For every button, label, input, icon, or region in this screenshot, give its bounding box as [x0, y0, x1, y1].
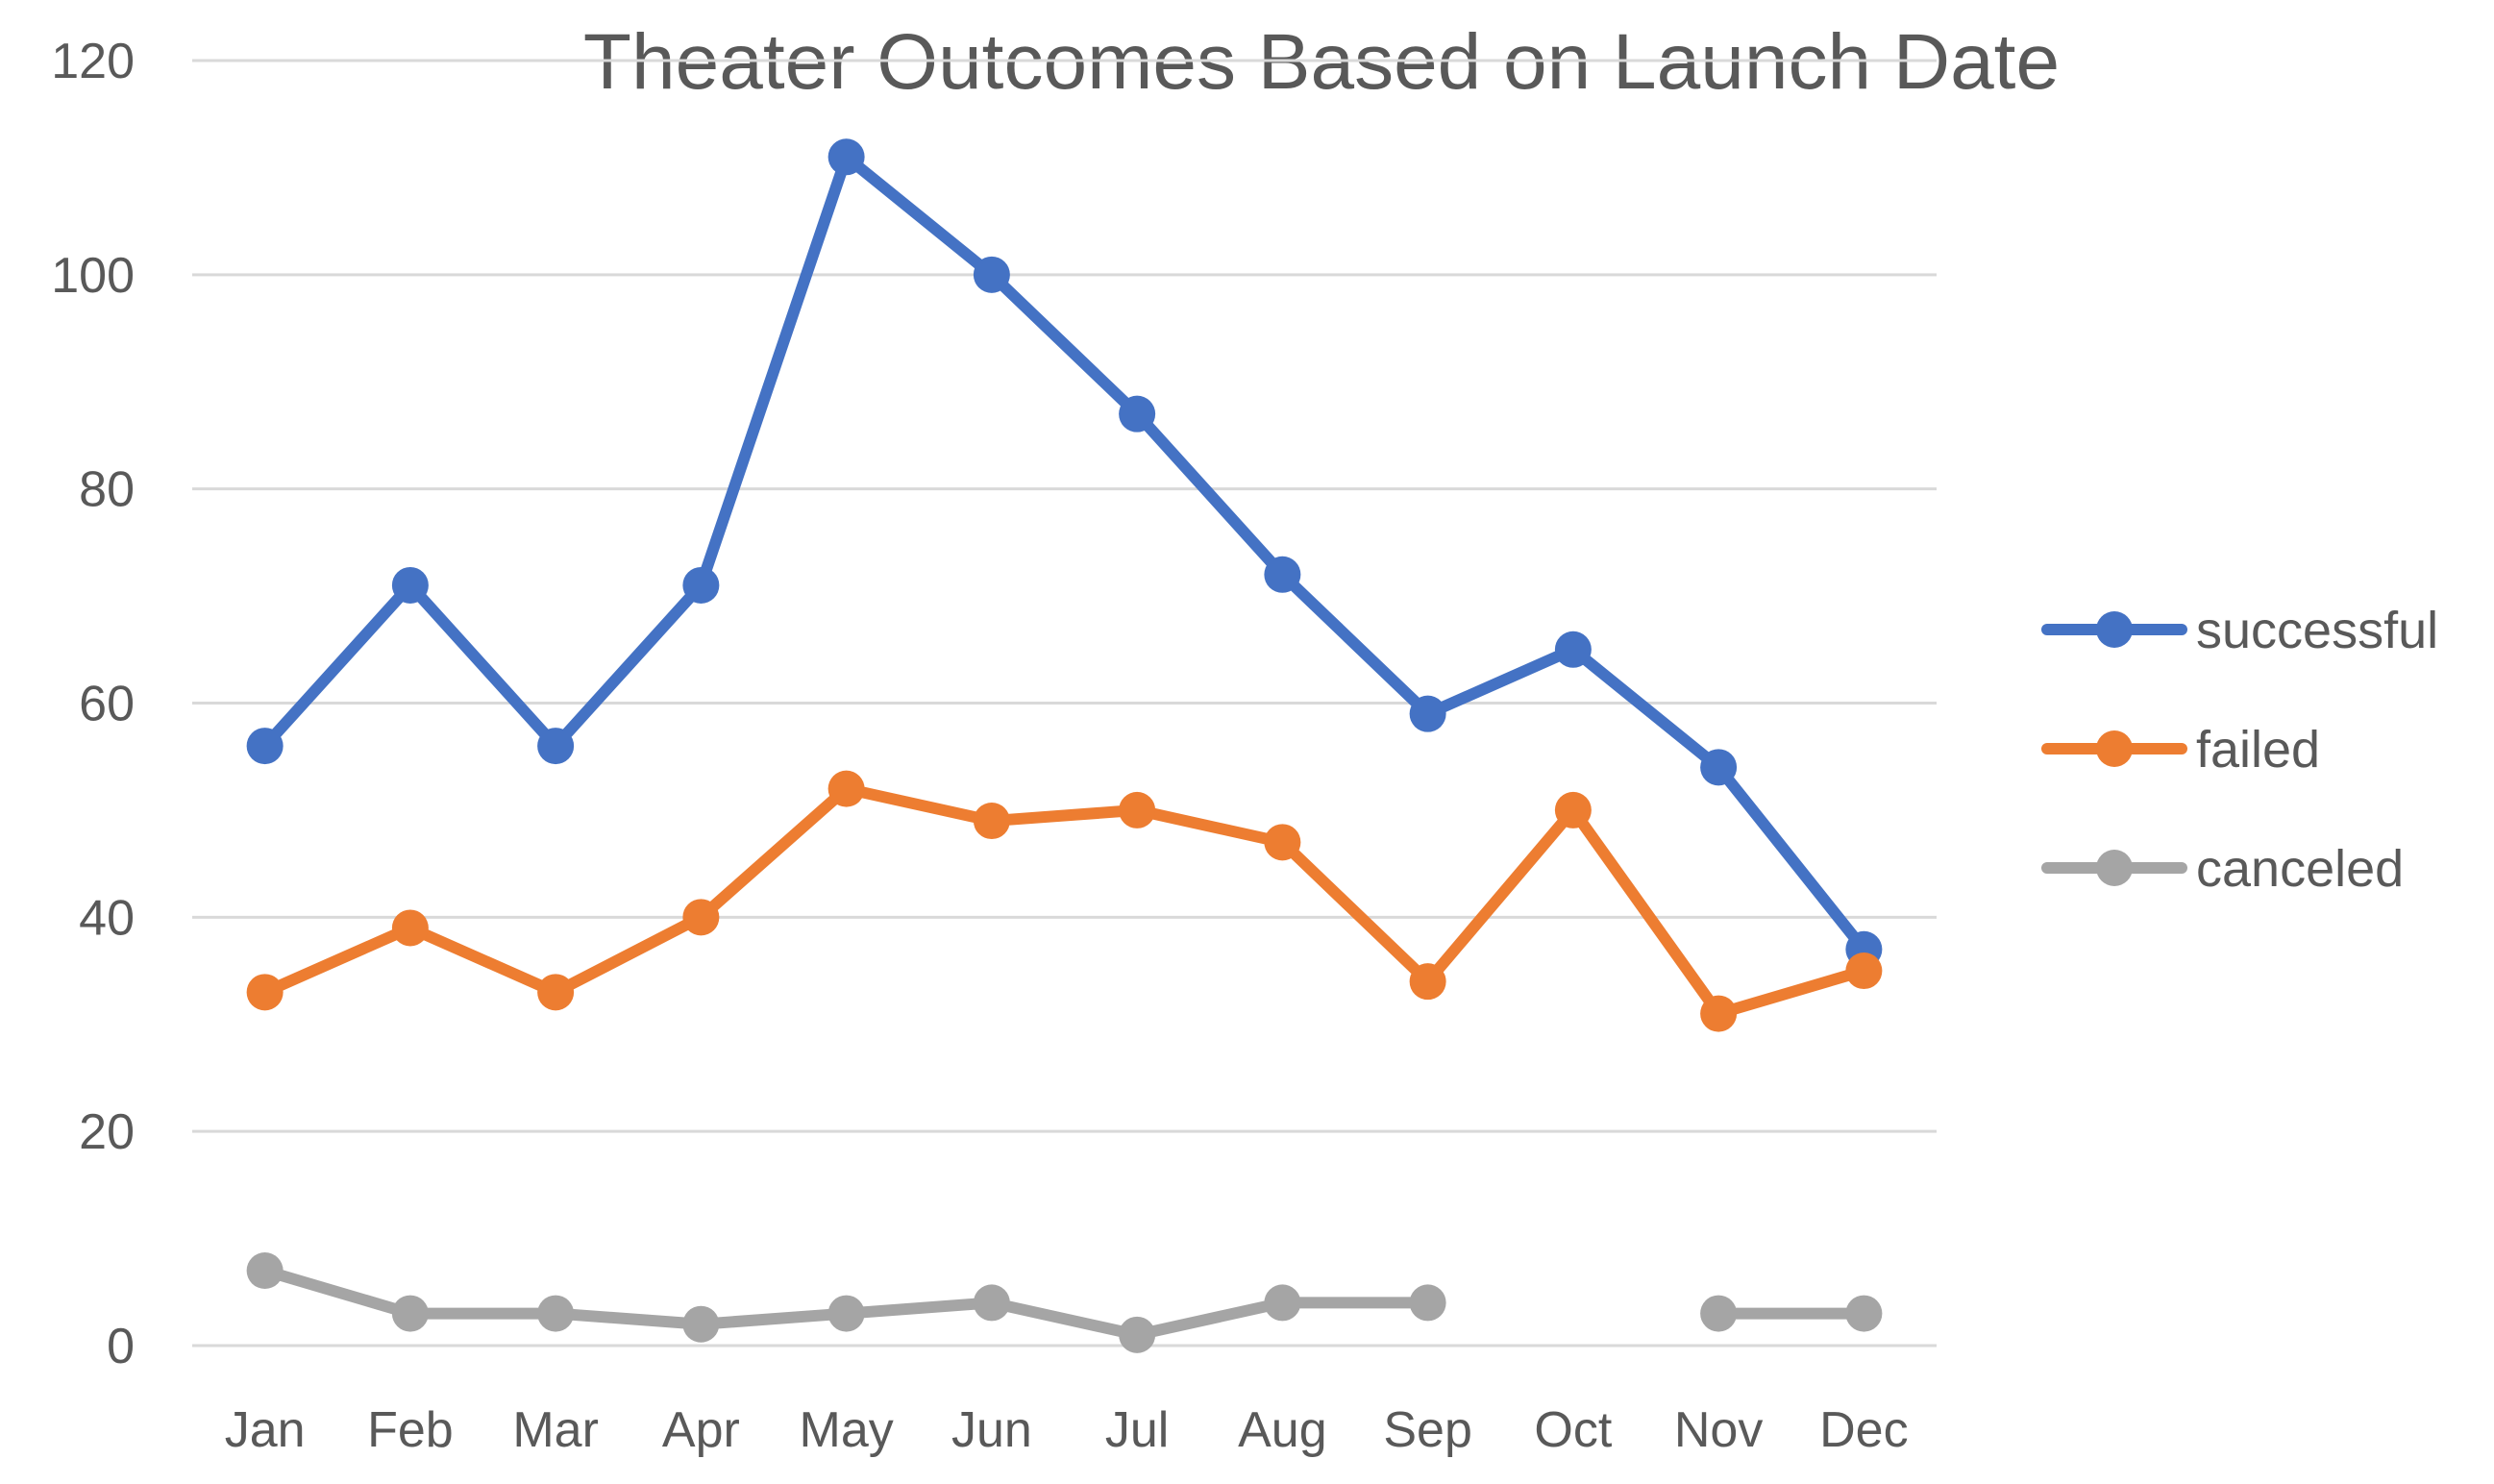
x-tick-label: May: [800, 1402, 894, 1458]
data-point-successful-nov: [1700, 749, 1738, 786]
series-successful: [246, 138, 1883, 968]
y-tick-label: 20: [79, 1104, 135, 1160]
x-tick-label: Aug: [1238, 1402, 1327, 1458]
data-point-canceled-jan: [246, 1252, 284, 1290]
data-point-canceled-may: [827, 1295, 865, 1332]
x-tick-label: Mar: [512, 1402, 599, 1458]
legend-item-successful: successful: [2041, 602, 2438, 659]
x-tick-label: Nov: [1674, 1402, 1763, 1458]
data-point-failed-jul: [1119, 791, 1156, 829]
y-axis-tick-labels: 0 20 40 60 80 100 120: [51, 34, 135, 1374]
x-tick-label: Jun: [951, 1402, 1032, 1458]
data-point-successful-jun: [973, 256, 1010, 293]
data-point-successful-may: [827, 138, 865, 176]
x-tick-label: Dec: [1819, 1402, 1908, 1458]
data-point-canceled-feb: [391, 1295, 429, 1332]
data-point-successful-aug: [1264, 556, 1301, 593]
y-tick-label: 100: [51, 248, 135, 304]
data-point-successful-sep: [1409, 695, 1446, 732]
gridlines: [192, 59, 1937, 1348]
data-point-successful-jan: [246, 728, 284, 765]
data-point-failed-sep: [1409, 963, 1446, 1001]
series-line-successful: [259, 151, 1870, 955]
data-point-failed-apr: [682, 899, 720, 936]
data-point-canceled-sep: [1409, 1284, 1446, 1322]
data-point-failed-nov: [1700, 995, 1738, 1032]
legend-marker: [2096, 611, 2133, 648]
data-point-failed-mar: [537, 974, 575, 1011]
legend-label: failed: [2196, 721, 2320, 779]
data-point-failed-oct: [1554, 791, 1592, 829]
data-point-canceled-aug: [1264, 1284, 1301, 1322]
data-point-failed-aug: [1264, 824, 1301, 861]
data-point-successful-mar: [537, 728, 575, 765]
legend-marker: [2096, 850, 2133, 886]
data-point-canceled-jun: [973, 1284, 1010, 1322]
x-axis-tick-labels: Jan Feb Mar Apr May Jun Jul Aug Sep Oct Nov Dec: [225, 1402, 1909, 1458]
data-point-failed-dec: [1845, 952, 1883, 990]
y-tick-label: 80: [79, 462, 135, 518]
x-tick-label: Jul: [1105, 1402, 1169, 1458]
data-point-failed-feb: [391, 909, 429, 947]
legend-item-failed: failed: [2041, 721, 2320, 779]
data-point-canceled-apr: [682, 1305, 720, 1343]
data-point-successful-feb: [391, 566, 429, 604]
legend: successful failed canceled: [2041, 602, 2438, 898]
data-point-canceled-jul: [1119, 1316, 1156, 1353]
legend-marker: [2096, 730, 2133, 767]
data-point-successful-jul: [1119, 395, 1156, 433]
data-point-canceled-dec: [1845, 1295, 1883, 1332]
x-tick-label: Jan: [225, 1402, 306, 1458]
series-lines: [246, 138, 1883, 1353]
x-tick-label: Apr: [662, 1402, 740, 1458]
y-tick-label: 60: [79, 677, 135, 732]
x-tick-label: Sep: [1383, 1402, 1472, 1458]
series-canceled: [246, 1252, 1883, 1353]
x-tick-label: Feb: [367, 1402, 454, 1458]
legend-label: canceled: [2196, 840, 2404, 898]
y-tick-label: 120: [51, 34, 135, 89]
data-point-successful-apr: [682, 566, 720, 604]
data-point-failed-jan: [246, 974, 284, 1011]
series-failed: [246, 770, 1883, 1032]
series-line-failed: [259, 782, 1870, 1020]
y-tick-label: 40: [79, 890, 135, 946]
legend-item-canceled: canceled: [2041, 840, 2404, 898]
data-point-canceled-nov: [1700, 1295, 1738, 1332]
data-point-failed-may: [827, 770, 865, 807]
data-point-failed-jun: [973, 803, 1010, 840]
y-tick-label: 0: [107, 1319, 135, 1374]
legend-label: successful: [2196, 602, 2438, 659]
data-point-successful-oct: [1554, 631, 1592, 668]
data-point-canceled-mar: [537, 1295, 575, 1332]
x-tick-label: Oct: [1534, 1402, 1612, 1458]
